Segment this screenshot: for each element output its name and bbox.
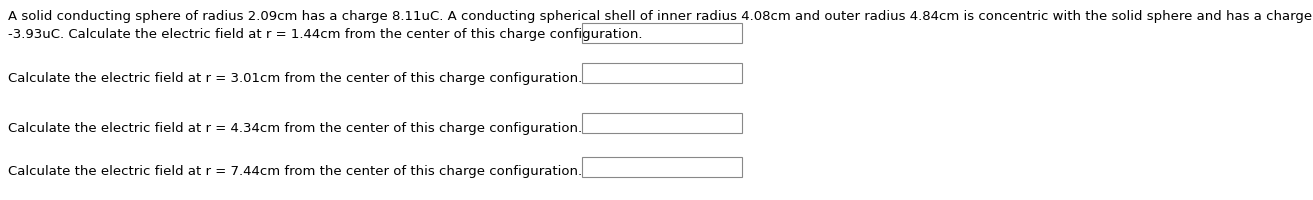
Text: Calculate the electric field at r = 4.34cm from the center of this charge config: Calculate the electric field at r = 4.34… — [8, 121, 582, 134]
Text: Calculate the electric field at r = 7.44cm from the center of this charge config: Calculate the electric field at r = 7.44… — [8, 164, 582, 177]
Text: Calculate the electric field at r = 3.01cm from the center of this charge config: Calculate the electric field at r = 3.01… — [8, 72, 582, 85]
Text: -3.93uC. Calculate the electric field at r = 1.44cm from the center of this char: -3.93uC. Calculate the electric field at… — [8, 28, 642, 41]
Text: A solid conducting sphere of radius 2.09cm has a charge 8.11uC. A conducting sph: A solid conducting sphere of radius 2.09… — [8, 10, 1312, 23]
